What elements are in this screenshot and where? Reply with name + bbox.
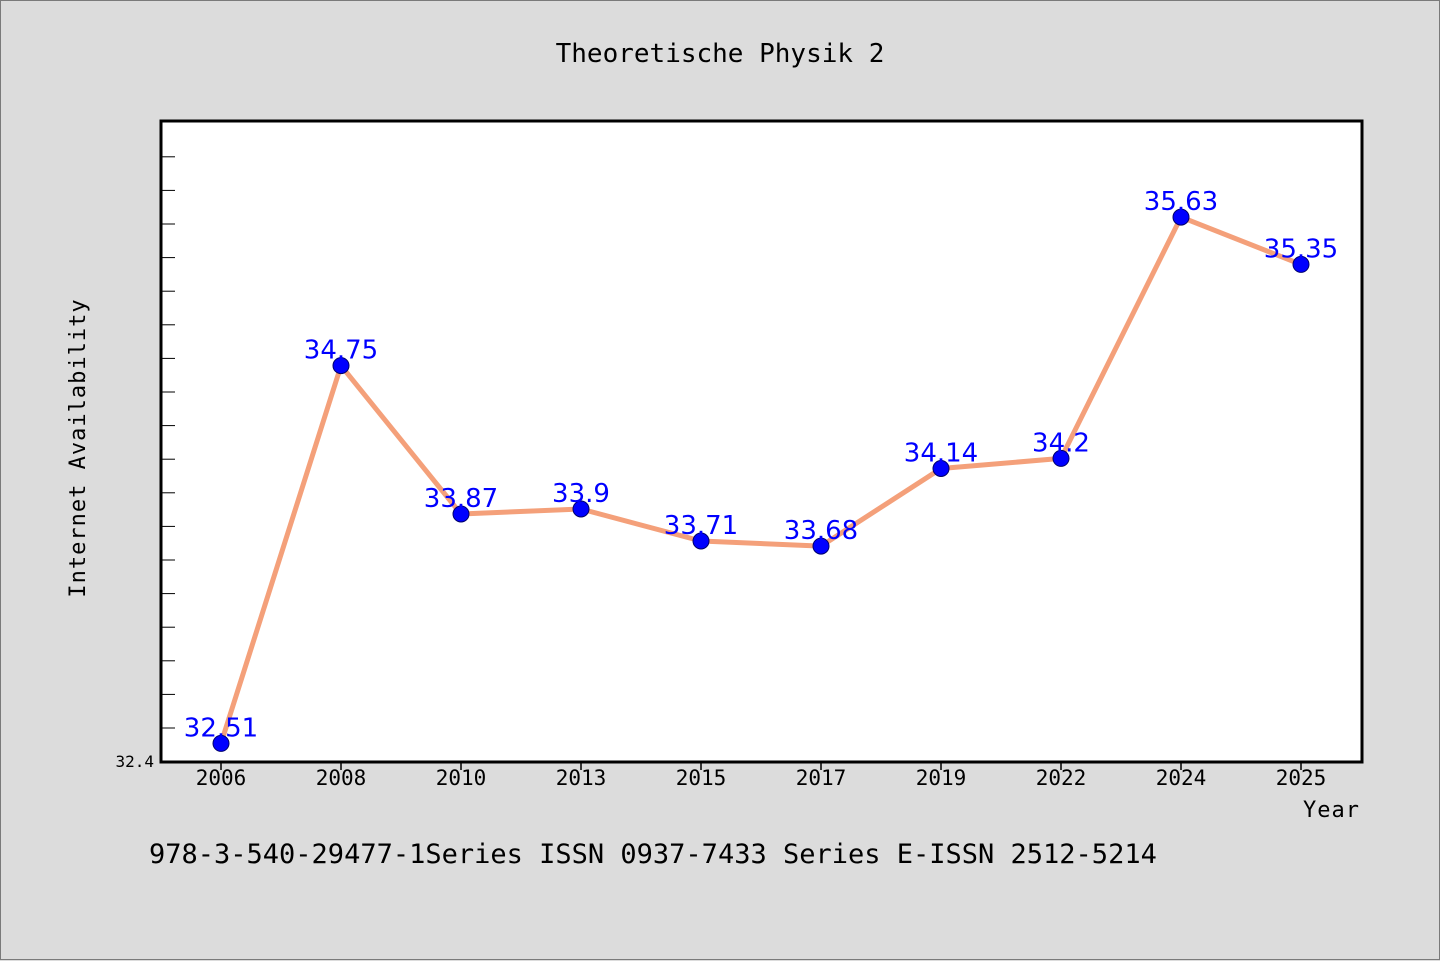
data-label: 34.14 — [904, 439, 978, 469]
x-tick-label: 2025 — [1276, 766, 1327, 790]
plot-area — [159, 119, 1364, 764]
data-label: 33.9 — [552, 479, 610, 509]
data-markers — [212, 208, 1310, 752]
data-point — [692, 532, 710, 550]
data-point — [1292, 255, 1310, 273]
x-tick-label: 2024 — [1156, 766, 1207, 790]
x-tick-label: 2015 — [676, 766, 727, 790]
data-label: 34.2 — [1032, 428, 1090, 458]
data-labels: 32.51 34.75 33.87 33.9 33.71 33.68 34.14 34.2 35… — [184, 187, 1338, 743]
data-point — [1172, 208, 1190, 226]
x-tick-label: 2008 — [316, 766, 367, 790]
x-tick-label: 2017 — [796, 766, 847, 790]
x-axis-ticks: 2006 2008 2010 2013 2015 2017 2019 2022 2024 2025 — [196, 762, 1327, 790]
x-tick-label: 2013 — [556, 766, 607, 790]
x-axis-title: Year — [1303, 798, 1360, 823]
y-axis-ticks — [161, 156, 175, 729]
data-point — [332, 357, 350, 375]
chart-title: Theoretische Physik 2 — [556, 39, 885, 69]
y-tick-label-min: 32.4 — [115, 752, 154, 771]
data-label: 35.63 — [1144, 187, 1218, 217]
footer-isbn-text: 978-3-540-29477-1Series ISSN 0937-7433 S… — [149, 839, 1157, 870]
series-line — [218, 214, 1302, 745]
data-label: 35.35 — [1264, 234, 1338, 264]
data-point — [212, 734, 230, 752]
x-tick-label: 2019 — [916, 766, 967, 790]
data-point — [812, 537, 830, 555]
data-label: 33.71 — [664, 511, 738, 541]
data-label: 33.68 — [784, 516, 858, 546]
y-axis-title: Internet Availability — [66, 298, 91, 597]
data-point — [452, 505, 470, 523]
data-label: 33.87 — [424, 484, 498, 514]
data-point — [572, 500, 590, 518]
data-point — [932, 460, 950, 477]
x-tick-label: 2006 — [196, 766, 247, 790]
data-point — [1052, 449, 1070, 467]
data-label: 34.75 — [304, 336, 378, 366]
x-tick-label: 2010 — [436, 766, 487, 790]
x-tick-label: 2022 — [1036, 766, 1087, 790]
data-label: 32.51 — [184, 713, 258, 743]
